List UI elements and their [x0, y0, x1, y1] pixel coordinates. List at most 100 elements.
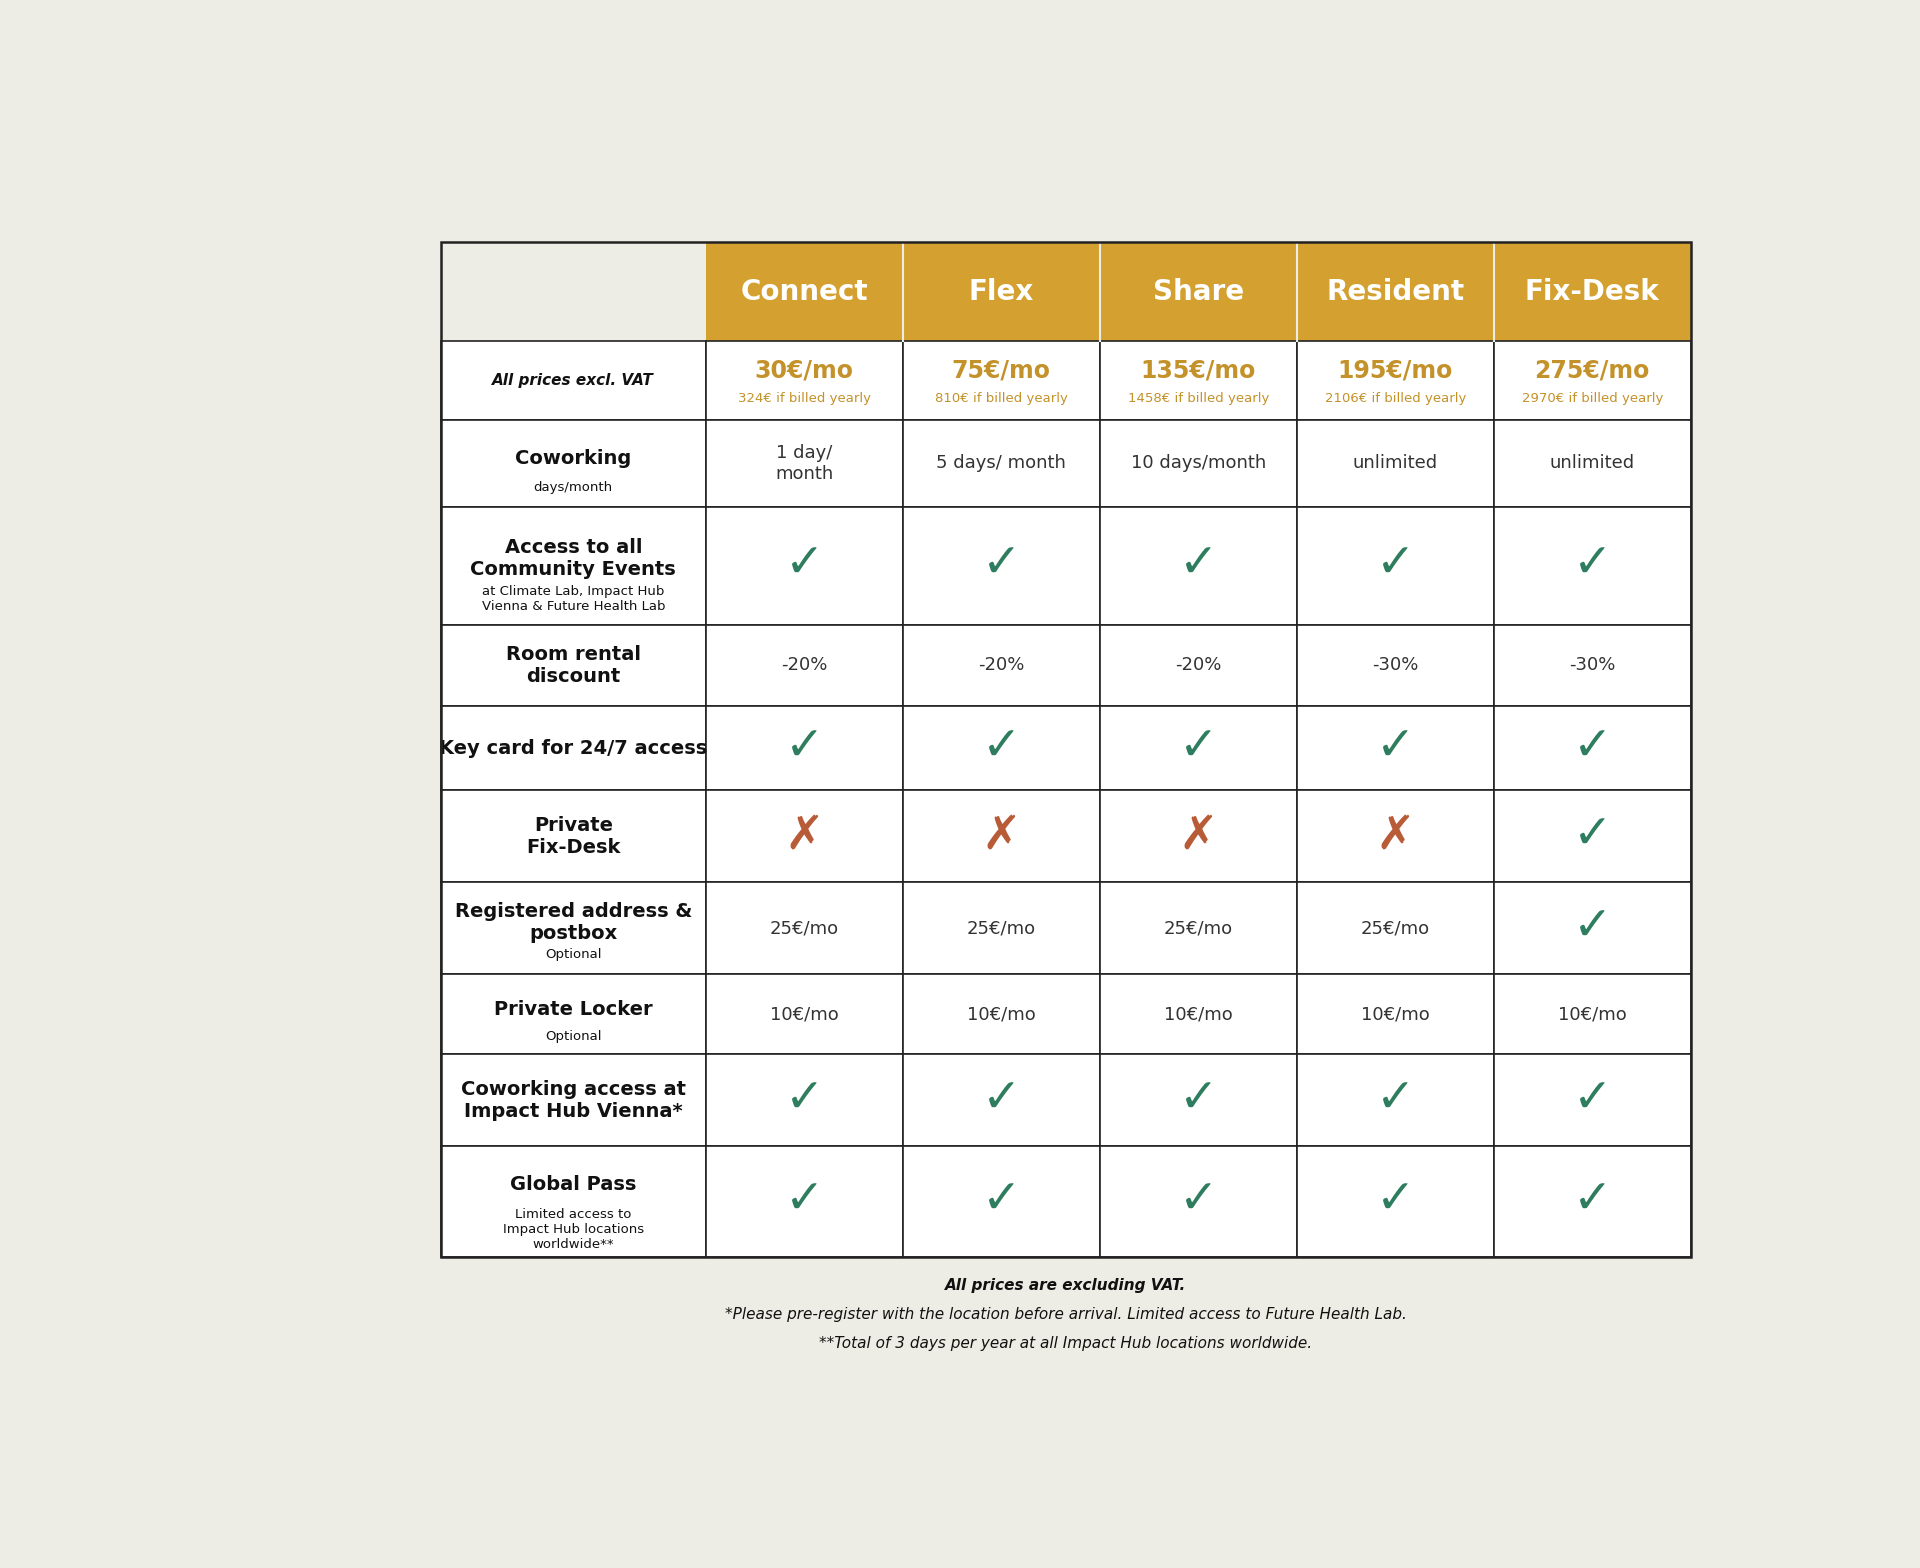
Text: ✓: ✓ [785, 1077, 824, 1123]
Text: 2970€ if billed yearly: 2970€ if billed yearly [1523, 392, 1663, 405]
Bar [707, 243, 902, 342]
Text: 30€/mo: 30€/mo [755, 359, 854, 383]
Text: ✓: ✓ [981, 1077, 1021, 1123]
Bar [1494, 974, 1692, 1054]
Text: Flex: Flex [968, 278, 1033, 306]
Bar [1296, 420, 1494, 506]
Bar [1296, 706, 1494, 790]
Bar [707, 1054, 902, 1146]
Bar [902, 1054, 1100, 1146]
Bar [1296, 974, 1494, 1054]
Bar [442, 1146, 707, 1256]
Text: Access to all
Community Events: Access to all Community Events [470, 538, 676, 579]
Text: -20%: -20% [781, 657, 828, 674]
Bar [1296, 883, 1494, 974]
Text: ✗: ✗ [1179, 814, 1217, 859]
Bar [1296, 790, 1494, 883]
Bar [1100, 706, 1296, 790]
Bar [442, 706, 707, 790]
Text: ✓: ✓ [1572, 814, 1613, 859]
Bar [707, 974, 902, 1054]
Text: 324€ if billed yearly: 324€ if billed yearly [737, 392, 872, 405]
Bar [707, 420, 902, 506]
Bar [1494, 506, 1692, 624]
Text: 25€/mo: 25€/mo [966, 919, 1035, 938]
Text: ✓: ✓ [1375, 543, 1415, 588]
Bar [707, 624, 902, 706]
Bar [1100, 243, 1296, 342]
Text: Optional: Optional [545, 947, 601, 961]
Text: 10€/mo: 10€/mo [1361, 1005, 1430, 1024]
Text: 1 day/
month: 1 day/ month [776, 444, 833, 483]
Bar [1100, 624, 1296, 706]
Text: ✓: ✓ [1179, 726, 1217, 771]
Text: ✓: ✓ [785, 726, 824, 771]
Bar [1494, 883, 1692, 974]
Bar [1100, 1054, 1296, 1146]
Bar [707, 790, 902, 883]
Text: 75€/mo: 75€/mo [952, 359, 1050, 383]
Bar [442, 790, 707, 883]
Bar [707, 1146, 902, 1256]
Text: ✓: ✓ [981, 726, 1021, 771]
Bar [442, 624, 707, 706]
Text: 10€/mo: 10€/mo [1164, 1005, 1233, 1024]
Bar [1494, 790, 1692, 883]
Text: Optional: Optional [545, 1030, 601, 1043]
Text: -30%: -30% [1569, 657, 1615, 674]
Text: -30%: -30% [1373, 657, 1419, 674]
Text: ✓: ✓ [1572, 906, 1613, 950]
Bar [1296, 342, 1494, 420]
Text: unlimited: unlimited [1549, 455, 1634, 472]
Text: at Climate Lab, Impact Hub
Vienna & Future Health Lab: at Climate Lab, Impact Hub Vienna & Futu… [482, 585, 664, 613]
Bar [902, 883, 1100, 974]
Bar [707, 706, 902, 790]
Bar [1494, 243, 1692, 342]
Bar [442, 420, 707, 506]
Bar [902, 974, 1100, 1054]
Bar [902, 420, 1100, 506]
Text: 10€/mo: 10€/mo [770, 1005, 839, 1024]
Text: ✓: ✓ [1572, 1179, 1613, 1225]
Text: Coworking: Coworking [515, 448, 632, 467]
Text: Coworking access at
Impact Hub Vienna*: Coworking access at Impact Hub Vienna* [461, 1080, 685, 1121]
Bar [902, 624, 1100, 706]
Bar [1100, 883, 1296, 974]
Bar [442, 506, 707, 624]
Text: 1458€ if billed yearly: 1458€ if billed yearly [1127, 392, 1269, 405]
Text: ✗: ✗ [785, 814, 824, 859]
Text: unlimited: unlimited [1354, 455, 1438, 472]
Text: **Total of 3 days per year at all Impact Hub locations worldwide.: **Total of 3 days per year at all Impact… [820, 1336, 1313, 1352]
Text: 135€/mo: 135€/mo [1140, 359, 1256, 383]
Text: days/month: days/month [534, 481, 612, 494]
Text: ✓: ✓ [1572, 726, 1613, 771]
Bar [1494, 342, 1692, 420]
Bar [1100, 1146, 1296, 1256]
Bar [1494, 1146, 1692, 1256]
Bar [1296, 506, 1494, 624]
Bar [902, 706, 1100, 790]
Bar [902, 790, 1100, 883]
Bar [902, 1146, 1100, 1256]
Text: 25€/mo: 25€/mo [1361, 919, 1430, 938]
Text: Room rental
discount: Room rental discount [505, 644, 641, 685]
Text: -20%: -20% [1175, 657, 1221, 674]
Text: Global Pass: Global Pass [511, 1176, 637, 1195]
Bar [1296, 1054, 1494, 1146]
Text: ✓: ✓ [1572, 1077, 1613, 1123]
Text: Private
Fix-Desk: Private Fix-Desk [526, 815, 620, 856]
Text: 275€/mo: 275€/mo [1534, 359, 1649, 383]
Bar [707, 883, 902, 974]
Text: Key card for 24/7 access: Key card for 24/7 access [440, 739, 707, 757]
Text: ✓: ✓ [785, 543, 824, 588]
Text: All prices are excluding VAT.: All prices are excluding VAT. [945, 1278, 1187, 1294]
Text: Registered address &
postbox: Registered address & postbox [455, 902, 691, 944]
Text: 25€/mo: 25€/mo [770, 919, 839, 938]
Bar [442, 243, 1692, 1256]
Bar [1100, 506, 1296, 624]
Text: Connect: Connect [741, 278, 868, 306]
Text: Limited access to
Impact Hub locations
worldwide**: Limited access to Impact Hub locations w… [503, 1207, 643, 1251]
Text: 25€/mo: 25€/mo [1164, 919, 1233, 938]
Bar [442, 883, 707, 974]
Text: ✓: ✓ [1572, 543, 1613, 588]
